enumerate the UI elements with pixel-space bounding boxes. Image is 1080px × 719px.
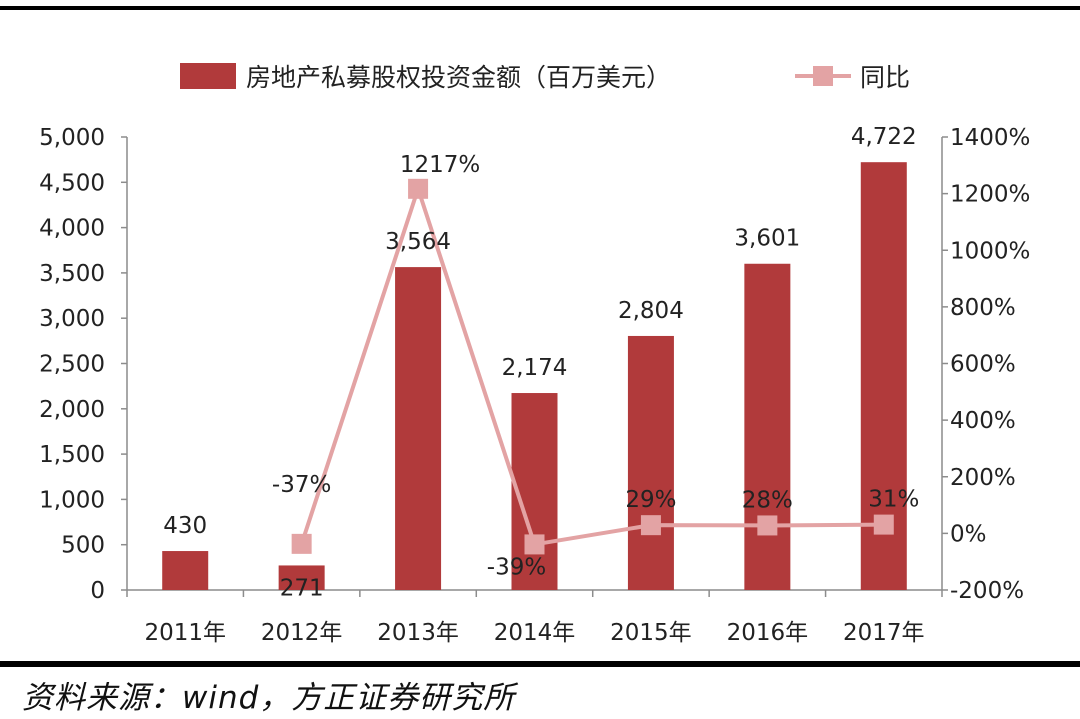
x-tick-label: 2013年	[377, 620, 459, 646]
chart: 0 500 1,000 1,500 2,000 2,500 3,000 3,500 4,000 4…	[39, 63, 1030, 646]
right-tick-label: 400%	[950, 408, 1016, 434]
bar-value-label: 4,722	[851, 124, 917, 150]
yoy-value-label: -39%	[487, 554, 546, 580]
left-tick-label: 1,000	[39, 487, 105, 513]
bar	[162, 551, 209, 590]
x-tick-label: 2015年	[610, 620, 692, 646]
left-tick-label: 1,500	[39, 442, 105, 468]
right-tick-label: 800%	[950, 295, 1016, 321]
right-tick-label: -200%	[950, 578, 1024, 604]
bar	[627, 335, 674, 590]
left-tick-label: 3,500	[39, 261, 105, 287]
right-tick-label: 200%	[950, 465, 1016, 491]
left-tick-label: 2,000	[39, 397, 105, 423]
right-tick-label: 600%	[950, 352, 1016, 378]
right-tick-label: 0%	[950, 521, 987, 547]
x-tick-label: 2017年	[843, 620, 925, 646]
x-tick-label: 2012年	[261, 620, 343, 646]
yoy-value-label: -37%	[272, 472, 331, 498]
right-tick-label: 1400%	[950, 125, 1030, 151]
left-tick-label: 500	[61, 533, 105, 559]
legend-bar-swatch	[180, 63, 236, 89]
left-tick-label: 3,000	[39, 306, 105, 332]
bottom-rule	[0, 661, 1080, 667]
yoy-marker	[873, 514, 894, 535]
yoy-marker	[640, 515, 661, 536]
yoy-marker	[757, 515, 778, 536]
legend-line-marker	[813, 66, 833, 86]
right-tick-label: 1000%	[950, 238, 1030, 264]
bar	[744, 263, 791, 590]
x-tick-label: 2014年	[494, 620, 576, 646]
left-tick-label: 4,500	[39, 170, 105, 196]
yoy-value-label: 29%	[625, 487, 676, 513]
bar-value-label: 2,174	[502, 355, 568, 381]
x-tick-label: 2011年	[144, 620, 226, 646]
yoy-value-label: 28%	[742, 487, 793, 513]
right-tick-label: 1200%	[950, 182, 1030, 208]
yoy-line	[299, 182, 884, 547]
legend-line-label: 同比	[860, 63, 910, 92]
yoy-marker	[524, 534, 545, 555]
yoy-marker	[408, 178, 429, 199]
left-tick-label: 0	[90, 578, 105, 604]
yoy-value-label: 31%	[868, 487, 919, 513]
bar-value-label: 3,601	[734, 226, 800, 252]
source-note: 资料来源：wind，方正证券研究所	[22, 680, 516, 716]
bar	[395, 267, 442, 590]
left-tick-label: 4,000	[39, 216, 105, 242]
x-tick-label: 2016年	[727, 620, 809, 646]
left-tick-label: 5,000	[39, 125, 105, 151]
bar-value-label: 271	[280, 575, 324, 601]
yoy-marker	[291, 533, 312, 554]
yoy-value-label: 1217%	[400, 152, 480, 178]
left-tick-label: 2,500	[39, 352, 105, 378]
bar	[278, 565, 325, 590]
top-rule	[0, 6, 1080, 10]
legend-bar-label: 房地产私募股权投资金额（百万美元）	[246, 63, 671, 92]
bar-value-label: 430	[163, 513, 207, 539]
bar-value-label: 2,804	[618, 298, 684, 324]
bar-value-label: 3,564	[385, 229, 451, 255]
